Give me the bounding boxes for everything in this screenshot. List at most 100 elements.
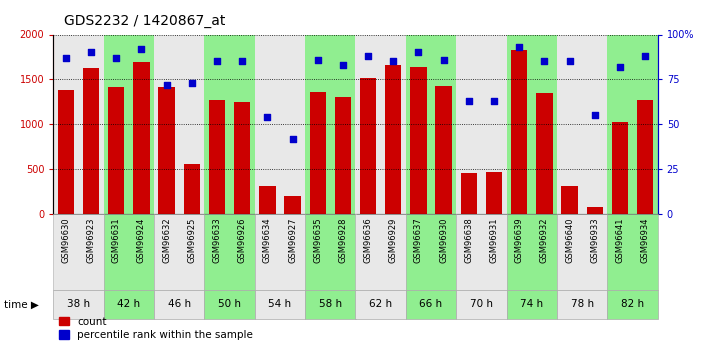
- Text: GSM96641: GSM96641: [616, 218, 624, 263]
- Text: GDS2232 / 1420867_at: GDS2232 / 1420867_at: [64, 14, 225, 28]
- Text: 54 h: 54 h: [268, 299, 292, 309]
- Bar: [456, 34, 506, 214]
- Bar: [305, 214, 356, 290]
- Point: [136, 46, 147, 52]
- Text: 50 h: 50 h: [218, 299, 241, 309]
- Point: [539, 59, 550, 64]
- Point: [513, 44, 525, 50]
- Bar: [305, 290, 356, 319]
- Bar: [183, 164, 200, 214]
- Bar: [154, 34, 205, 214]
- Text: 74 h: 74 h: [520, 299, 543, 309]
- Bar: [406, 214, 456, 290]
- Bar: [108, 87, 124, 214]
- Text: GSM96926: GSM96926: [237, 218, 247, 263]
- Point: [287, 136, 298, 141]
- Text: GSM96933: GSM96933: [590, 218, 599, 263]
- Text: GSM96635: GSM96635: [314, 218, 322, 263]
- Bar: [611, 122, 628, 214]
- Point: [211, 59, 223, 64]
- Legend: count, percentile rank within the sample: count, percentile rank within the sample: [58, 317, 253, 340]
- Text: 78 h: 78 h: [570, 299, 594, 309]
- Bar: [255, 214, 305, 290]
- Text: 58 h: 58 h: [319, 299, 342, 309]
- Bar: [104, 290, 154, 319]
- Point: [387, 59, 399, 64]
- Bar: [607, 34, 658, 214]
- Bar: [356, 34, 406, 214]
- Bar: [486, 172, 502, 214]
- Point: [488, 98, 500, 104]
- Point: [564, 59, 575, 64]
- Bar: [104, 34, 154, 214]
- Bar: [557, 214, 607, 290]
- Text: GSM96924: GSM96924: [137, 218, 146, 263]
- Bar: [205, 34, 255, 214]
- Text: 62 h: 62 h: [369, 299, 392, 309]
- Point: [161, 82, 172, 88]
- Bar: [209, 100, 225, 214]
- Bar: [104, 214, 154, 290]
- Bar: [607, 290, 658, 319]
- Point: [237, 59, 248, 64]
- Text: GSM96636: GSM96636: [363, 218, 373, 264]
- Bar: [456, 214, 506, 290]
- Bar: [53, 34, 104, 214]
- Text: 38 h: 38 h: [67, 299, 90, 309]
- Text: GSM96932: GSM96932: [540, 218, 549, 263]
- Text: 42 h: 42 h: [117, 299, 141, 309]
- Text: 66 h: 66 h: [419, 299, 443, 309]
- Text: GSM96639: GSM96639: [515, 218, 524, 263]
- Bar: [385, 65, 402, 214]
- Bar: [260, 186, 276, 214]
- Bar: [406, 290, 456, 319]
- Bar: [205, 290, 255, 319]
- Bar: [511, 50, 528, 214]
- Bar: [506, 290, 557, 319]
- Bar: [410, 67, 427, 214]
- Text: GSM96638: GSM96638: [464, 218, 474, 264]
- Point: [438, 57, 449, 62]
- Point: [262, 114, 273, 120]
- Text: GSM96927: GSM96927: [288, 218, 297, 263]
- Bar: [133, 62, 149, 214]
- Text: GSM96928: GSM96928: [338, 218, 348, 263]
- Bar: [637, 100, 653, 214]
- Bar: [284, 196, 301, 214]
- Bar: [557, 34, 607, 214]
- Bar: [205, 214, 255, 290]
- Text: time ▶: time ▶: [4, 299, 38, 309]
- Bar: [506, 214, 557, 290]
- Text: GSM96634: GSM96634: [263, 218, 272, 263]
- Text: GSM96929: GSM96929: [389, 218, 397, 263]
- Bar: [234, 102, 250, 214]
- Point: [463, 98, 474, 104]
- Bar: [587, 207, 603, 214]
- Bar: [356, 290, 406, 319]
- Bar: [305, 34, 356, 214]
- Text: GSM96934: GSM96934: [641, 218, 650, 263]
- Point: [312, 57, 324, 62]
- Text: GSM96630: GSM96630: [61, 218, 70, 263]
- Bar: [154, 214, 205, 290]
- Text: GSM96632: GSM96632: [162, 218, 171, 263]
- Point: [337, 62, 348, 68]
- Text: GSM96633: GSM96633: [213, 218, 222, 264]
- Bar: [536, 93, 552, 214]
- Text: GSM96637: GSM96637: [414, 218, 423, 264]
- Bar: [562, 186, 578, 214]
- Bar: [255, 34, 305, 214]
- Bar: [461, 172, 477, 214]
- Text: GSM96931: GSM96931: [489, 218, 498, 263]
- Bar: [53, 214, 104, 290]
- Bar: [557, 290, 607, 319]
- Point: [60, 55, 72, 61]
- Text: GSM96925: GSM96925: [187, 218, 196, 263]
- Bar: [58, 90, 74, 214]
- Bar: [360, 78, 376, 214]
- Point: [639, 53, 651, 59]
- Bar: [435, 86, 451, 214]
- Bar: [255, 290, 305, 319]
- Text: GSM96930: GSM96930: [439, 218, 448, 263]
- Bar: [154, 290, 205, 319]
